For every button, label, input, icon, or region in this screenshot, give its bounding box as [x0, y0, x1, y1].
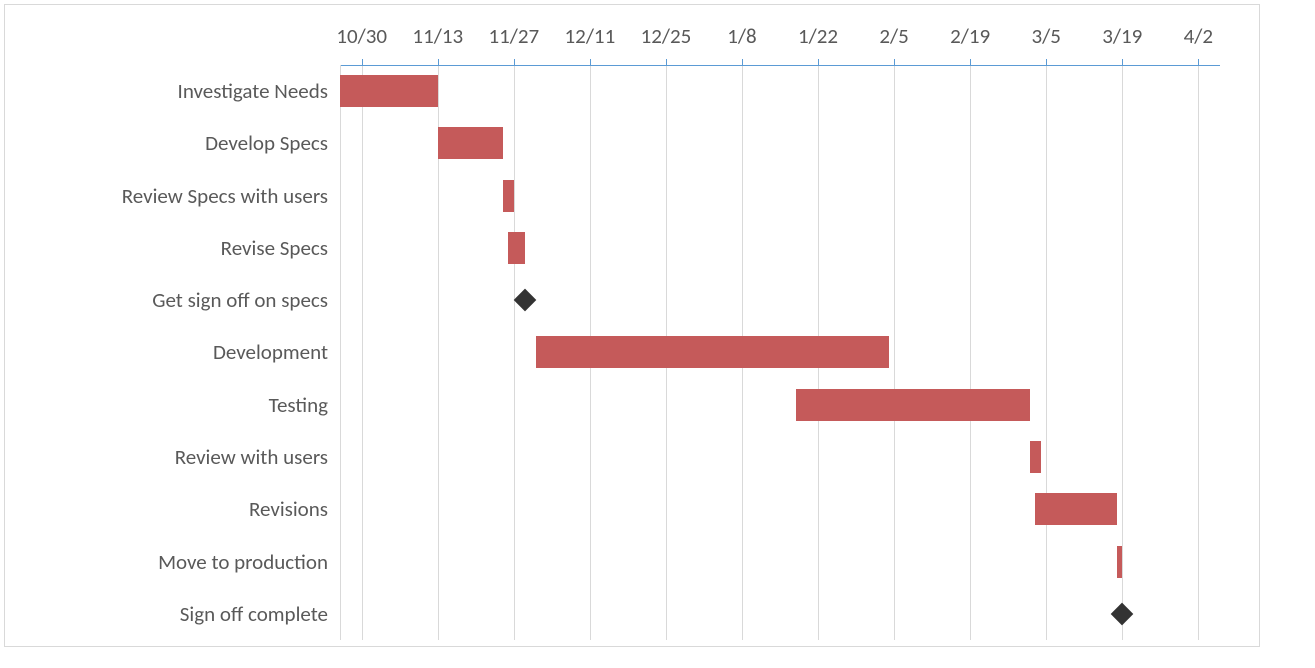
x-tick-label: 4/2	[1158, 23, 1238, 49]
gantt-bar	[438, 127, 503, 159]
gantt-bar	[1035, 493, 1116, 525]
plot-left-border	[340, 65, 341, 640]
x-axis-line	[340, 65, 1220, 66]
x-tick-label: 3/5	[1006, 23, 1086, 49]
task-label: Move to production	[158, 549, 328, 575]
gridline	[894, 65, 895, 640]
task-label: Revise Specs	[221, 235, 328, 261]
gantt-bar	[503, 180, 514, 212]
gantt-bar	[796, 389, 1030, 421]
x-tick-label: 11/13	[398, 23, 478, 49]
task-label: Develop Specs	[205, 130, 328, 156]
gantt-bar	[508, 232, 524, 264]
gantt-bar	[1117, 546, 1122, 578]
task-label: Revisions	[249, 496, 328, 522]
x-tick-label: 10/30	[322, 23, 402, 49]
x-tick-label: 1/22	[778, 23, 858, 49]
gridline	[1198, 65, 1199, 640]
task-label: Get sign off on specs	[152, 287, 328, 313]
x-tick-label: 12/11	[550, 23, 630, 49]
gridline	[970, 65, 971, 640]
gridline	[1122, 65, 1123, 640]
x-tick-label: 12/25	[626, 23, 706, 49]
gantt-bar	[536, 336, 889, 368]
x-tick-label: 2/5	[854, 23, 934, 49]
gridline	[362, 65, 363, 640]
task-label: Review with users	[175, 444, 328, 470]
gridline	[1046, 65, 1047, 640]
task-label: Development	[213, 339, 328, 365]
gantt-bar	[340, 75, 438, 107]
gridline	[514, 65, 515, 640]
x-tick-label: 2/19	[930, 23, 1010, 49]
x-tick-label: 1/8	[702, 23, 782, 49]
task-label: Sign off complete	[180, 601, 328, 627]
task-label: Testing	[269, 392, 328, 418]
gantt-bar	[1030, 441, 1041, 473]
task-label: Investigate Needs	[178, 78, 328, 104]
x-tick-label: 11/27	[474, 23, 554, 49]
x-tick-label: 3/19	[1082, 23, 1162, 49]
task-label: Review Specs with users	[122, 183, 328, 209]
